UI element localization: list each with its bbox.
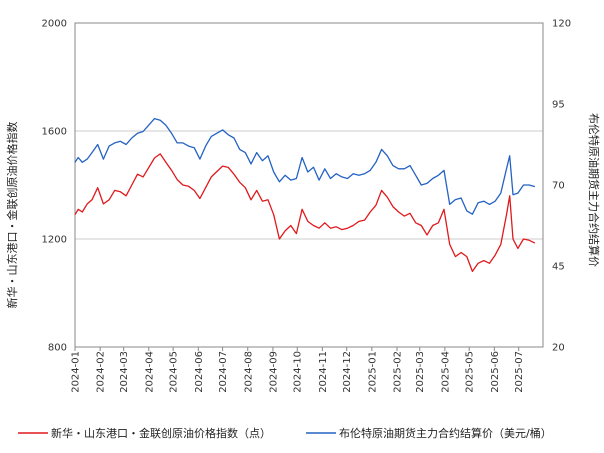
left-axis-title: 新华・山东港口・金联创原油价格指数 xyxy=(5,122,19,309)
x-tick-label: 2024-10 xyxy=(293,351,304,393)
x-tick-label: 2024-11 xyxy=(318,351,329,393)
right-tick-label: 120 xyxy=(552,19,571,30)
x-tick-label: 2025-01 xyxy=(367,351,378,393)
x-tick-label: 2024-07 xyxy=(218,351,229,393)
legend-label-2: 布伦特原油期货主力合约结算价（美元/桶） xyxy=(339,426,552,440)
plot-area xyxy=(74,22,544,348)
x-tick-label: 2025-07 xyxy=(514,351,525,393)
legend-label-1: 新华・山东港口・金联创原油价格指数（点） xyxy=(51,426,271,440)
x-tick-label: 2024-08 xyxy=(243,351,254,393)
x-tick-label: 2024-04 xyxy=(144,351,155,393)
right-tick-label: 45 xyxy=(552,262,565,273)
series-layer xyxy=(74,117,536,273)
x-tick-label: 2024-01 xyxy=(71,351,82,393)
right-tick-label: 70 xyxy=(552,181,565,192)
x-tick-label: 2025-05 xyxy=(465,351,476,393)
x-tick-label: 2025-04 xyxy=(440,351,451,393)
x-tick-label: 2024-12 xyxy=(342,351,353,393)
right-tick-label: 20 xyxy=(552,343,565,354)
series-line-1 xyxy=(74,153,536,273)
right-axis: 20 45 70 95 120 xyxy=(552,19,571,354)
x-tick-label: 2024-03 xyxy=(119,351,130,393)
left-tick-label: 2000 xyxy=(42,19,67,30)
x-tick-label: 2024-02 xyxy=(96,351,107,393)
x-tick-label: 2024-09 xyxy=(268,351,279,393)
x-tick-label: 2025-06 xyxy=(490,351,501,393)
left-tick-label: 1600 xyxy=(42,127,67,138)
x-tick-label: 2025-03 xyxy=(415,351,426,393)
right-tick-label: 95 xyxy=(552,100,565,111)
left-tick-label: 1200 xyxy=(42,235,67,246)
left-axis: 800 1200 1600 2000 xyxy=(42,19,67,354)
left-tick-label: 800 xyxy=(48,343,67,354)
right-axis-title: 布伦特原油期货主力合约结算价 xyxy=(587,113,601,267)
x-tick-label: 2025-02 xyxy=(393,351,404,393)
x-tick-label: 2024-06 xyxy=(194,351,205,393)
x-tick-label: 2024-05 xyxy=(169,351,180,393)
series-line-2 xyxy=(74,117,536,215)
legend: 新华・山东港口・金联创原油价格指数（点） 布伦特原油期货主力合约结算价（美元/桶） xyxy=(18,426,552,440)
x-axis: 2024-01 2024-02 2024-03 2024-04 2024-05 2024-… xyxy=(71,347,525,393)
grid xyxy=(75,130,543,240)
